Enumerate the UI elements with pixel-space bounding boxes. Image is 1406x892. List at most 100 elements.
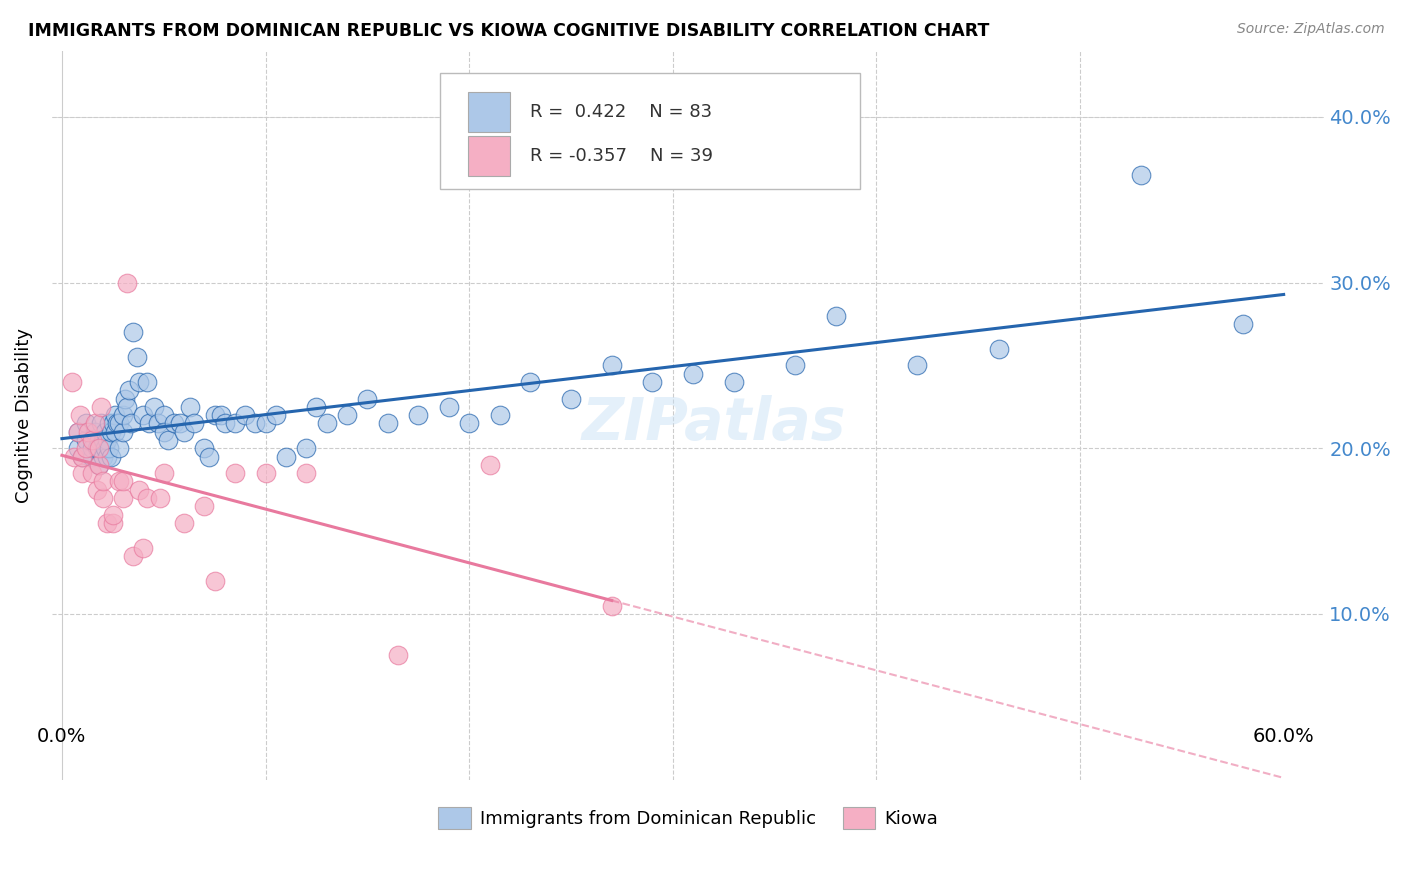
Point: [128, 375, 150, 389]
Point: [600, 359, 623, 373]
Point: [142, 400, 165, 414]
Point: [101, 516, 124, 530]
Point: [387, 648, 409, 663]
Point: [169, 417, 191, 431]
Point: [437, 400, 460, 414]
Point: [600, 599, 623, 613]
Point: [87, 433, 110, 447]
Text: IMMIGRANTS FROM DOMINICAN REPUBLIC VS KIOWA COGNITIVE DISABILITY CORRELATION CHA: IMMIGRANTS FROM DOMINICAN REPUBLIC VS KI…: [28, 22, 990, 40]
Point: [82, 433, 104, 447]
Point: [488, 408, 510, 422]
Point: [356, 392, 378, 406]
Point: [152, 425, 174, 439]
Point: [86, 442, 108, 456]
Point: [128, 483, 150, 497]
Point: [72, 466, 94, 480]
Point: [132, 541, 155, 555]
Point: [152, 466, 174, 480]
Point: [305, 400, 328, 414]
Point: [72, 450, 94, 464]
Point: [149, 491, 172, 505]
Point: [118, 384, 141, 398]
Point: [641, 375, 664, 389]
Point: [156, 433, 179, 447]
Point: [97, 417, 120, 431]
Point: [254, 417, 277, 431]
Point: [193, 442, 215, 456]
Point: [905, 359, 928, 373]
Point: [179, 400, 201, 414]
Point: [723, 375, 745, 389]
Point: [233, 408, 256, 422]
Point: [458, 417, 481, 431]
Legend: Immigrants from Dominican Republic, Kiowa: Immigrants from Dominican Republic, Kiow…: [430, 800, 945, 836]
Point: [478, 458, 501, 472]
Point: [91, 433, 114, 447]
Point: [115, 400, 138, 414]
Point: [406, 408, 429, 422]
Point: [111, 491, 134, 505]
Point: [173, 516, 195, 530]
Point: [295, 442, 318, 456]
Point: [204, 574, 226, 588]
Point: [114, 392, 136, 406]
Point: [245, 417, 267, 431]
Point: [183, 417, 205, 431]
Point: [87, 442, 110, 456]
Point: [108, 417, 131, 431]
Point: [336, 408, 359, 422]
Point: [67, 442, 90, 456]
Point: [82, 450, 104, 464]
Text: 60.0%: 60.0%: [1253, 727, 1315, 746]
Point: [209, 408, 232, 422]
Point: [315, 417, 337, 431]
Point: [264, 408, 287, 422]
Point: [87, 458, 110, 472]
Point: [96, 516, 118, 530]
Point: [122, 549, 145, 563]
Point: [91, 450, 114, 464]
Point: [75, 433, 97, 447]
Point: [108, 475, 131, 489]
Text: R = -0.357    N = 39: R = -0.357 N = 39: [530, 147, 713, 165]
Point: [214, 417, 236, 431]
Point: [146, 417, 169, 431]
Point: [91, 475, 114, 489]
Point: [96, 433, 118, 447]
Point: [90, 400, 112, 414]
Point: [82, 442, 104, 456]
Point: [90, 417, 112, 431]
Point: [163, 417, 186, 431]
Bar: [468, 136, 510, 176]
Point: [519, 375, 541, 389]
Point: [87, 458, 110, 472]
Text: R =  0.422    N = 83: R = 0.422 N = 83: [530, 103, 713, 120]
Point: [115, 276, 138, 290]
Bar: [468, 92, 510, 132]
Point: [75, 417, 97, 431]
Point: [1130, 168, 1153, 182]
Point: [224, 417, 246, 431]
Point: [152, 408, 174, 422]
Point: [104, 408, 127, 422]
Point: [254, 466, 277, 480]
Point: [100, 425, 122, 439]
Point: [204, 408, 226, 422]
Point: [173, 425, 195, 439]
Point: [77, 425, 100, 439]
Point: [783, 359, 806, 373]
Point: [560, 392, 582, 406]
Text: Source: ZipAtlas.com: Source: ZipAtlas.com: [1237, 22, 1385, 37]
Point: [138, 417, 160, 431]
Point: [111, 408, 134, 422]
FancyBboxPatch shape: [440, 72, 860, 189]
Point: [120, 417, 142, 431]
Point: [136, 375, 159, 389]
Point: [127, 350, 149, 364]
Point: [83, 425, 105, 439]
Point: [60, 375, 83, 389]
Point: [224, 466, 246, 480]
Point: [987, 342, 1010, 356]
Y-axis label: Cognitive Disability: Cognitive Disability: [15, 327, 32, 503]
Point: [75, 442, 97, 456]
